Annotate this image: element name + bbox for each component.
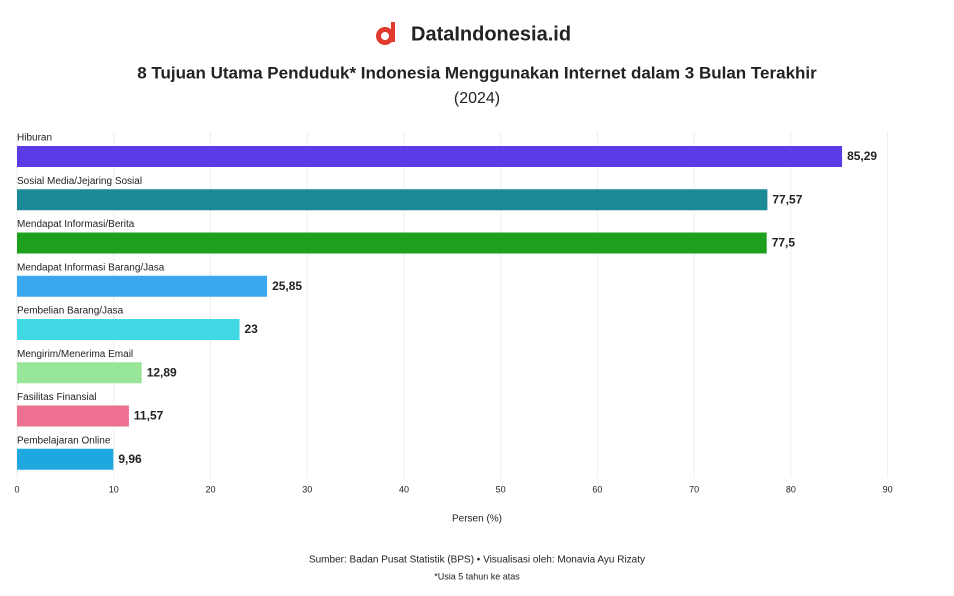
category-label: Mengirim/Menerima Email [17,349,133,360]
x-axis-label: Persen (%) [452,514,502,525]
x-tick-label: 40 [399,484,409,494]
value-label: 25,85 [272,279,302,293]
value-label: 12,89 [147,365,177,379]
chart-title: 8 Tujuan Utama Penduduk* Indonesia Mengg… [137,63,817,82]
bar [17,146,843,167]
bar [17,189,768,211]
chart-subtitle: (2024) [454,90,500,107]
brand: DataIndonesia.id [411,23,571,45]
value-label: 85,29 [847,149,877,163]
x-tick-label: 0 [14,484,19,494]
value-label: 11,57 [134,409,164,423]
category-label: Hiburan [17,133,52,144]
x-tick-label: 20 [205,484,215,494]
logo-mark [381,32,389,40]
bar [17,232,767,254]
x-tick-label: 30 [302,484,312,494]
category-label: Pembelajaran Online [17,435,111,446]
x-tick-label: 90 [883,484,893,494]
value-label: 77,5 [772,236,796,250]
category-label: Pembelian Barang/Jasa [17,306,124,317]
logo-mark [391,22,395,42]
bar [17,448,114,470]
category-label: Sosial Media/Jejaring Sosial [17,176,142,187]
x-tick-label: 50 [496,484,506,494]
note: *Usia 5 tahun ke atas [434,571,520,581]
category-label: Mendapat Informasi/Berita [17,219,135,230]
source: Sumber: Badan Pusat Statistik (BPS) • Vi… [309,555,645,566]
category-label: Fasilitas Finansial [17,392,96,403]
bar [17,319,240,340]
value-label: 23 [244,322,258,336]
x-tick-label: 10 [109,484,119,494]
value-label: 9,96 [118,452,142,466]
x-tick-label: 60 [592,484,602,494]
bar [17,275,268,297]
bar [17,362,142,384]
x-tick-label: 70 [689,484,699,494]
bar [17,405,129,427]
category-label: Mendapat Informasi Barang/Jasa [17,262,165,273]
value-label: 77,57 [772,192,802,206]
logo [376,22,395,45]
x-tick-label: 80 [786,484,796,494]
